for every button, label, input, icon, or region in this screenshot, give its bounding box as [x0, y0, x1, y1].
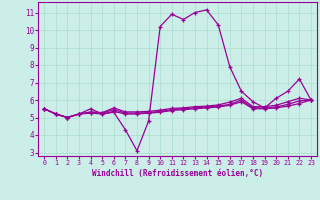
X-axis label: Windchill (Refroidissement éolien,°C): Windchill (Refroidissement éolien,°C): [92, 169, 263, 178]
